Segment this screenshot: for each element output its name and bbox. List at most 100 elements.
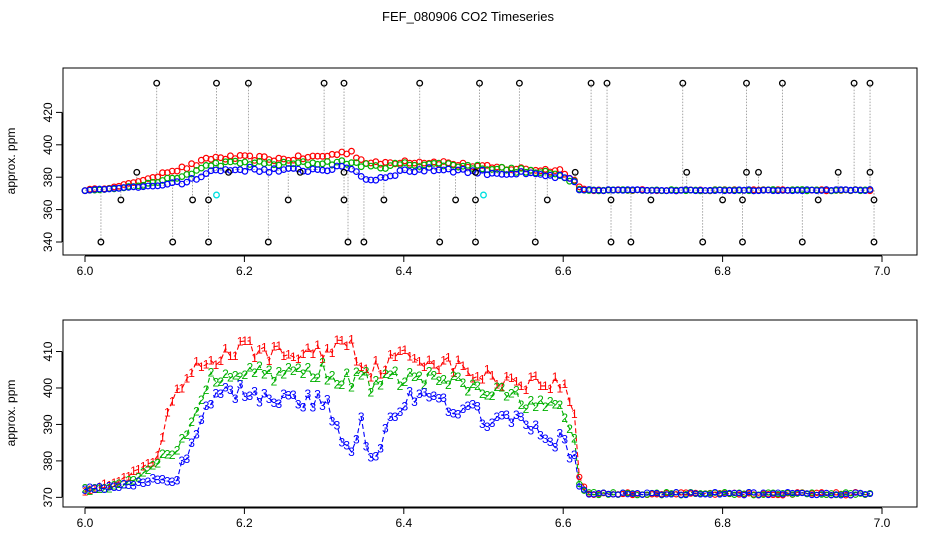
p1-point-series-3	[377, 173, 385, 181]
p1-point-series-3	[638, 186, 646, 194]
p1-point-series-3	[609, 186, 617, 194]
p2-label-series-3: 3	[290, 388, 297, 402]
p2-label-series-2: 2	[484, 389, 491, 403]
p1-point-series-3	[837, 186, 845, 194]
p1-point-raw	[472, 168, 479, 176]
p1-point-series-1	[343, 150, 351, 158]
p1-point-series-3	[634, 186, 641, 194]
p1-y-tick-label: 420	[41, 102, 55, 122]
p2-label-series-1: 1	[232, 349, 239, 363]
p1-point-raw	[647, 196, 655, 204]
p2-label-series-1: 1	[435, 363, 442, 377]
p2-label-series-3: 3	[305, 387, 312, 401]
p1-point-series-1	[125, 179, 133, 187]
p2-label-series-1: 1	[111, 476, 118, 490]
p2-label-series-2: 2	[552, 398, 559, 412]
p2-x-tick-label: 6.6	[555, 516, 572, 530]
p2-label-series-1: 1	[440, 353, 447, 367]
p2-label-series-3: 3	[280, 387, 287, 401]
p2-label-series-1: 1	[125, 469, 132, 483]
p2-label-series-1: 1	[280, 349, 287, 363]
p1-point-series-3	[692, 187, 699, 195]
p2-y-tick-label: 390	[41, 414, 55, 434]
p2-marker-series-3	[760, 489, 767, 496]
p2-label-series-2: 2	[91, 482, 98, 496]
p2-label-series-2: 2	[271, 374, 278, 388]
p1-point-raw	[264, 238, 272, 246]
p2-label-series-3: 3	[552, 441, 559, 455]
p2-label-series-2: 2	[86, 484, 93, 498]
p2-label-series-2: 2	[295, 361, 302, 375]
p2-label-series-3: 3	[469, 397, 476, 411]
p1-point-series-2	[566, 177, 573, 185]
p2-label-series-1: 1	[363, 362, 370, 376]
p1-point-series-3	[852, 186, 859, 194]
p1-point-series-3	[522, 170, 530, 178]
p1-point-series-3	[794, 186, 801, 194]
p1-point-series-3	[745, 186, 753, 194]
p1-point-series-3	[367, 176, 375, 184]
p2-label-series-3: 3	[431, 389, 438, 403]
p1-point-series-2	[212, 159, 220, 167]
p2-label-series-3: 3	[377, 442, 384, 456]
p2-label-series-1: 1	[237, 335, 244, 349]
p2-label-series-3: 3	[479, 417, 486, 431]
p1-point-raw	[205, 238, 212, 246]
p1-point-series-1	[551, 167, 559, 175]
p2-label-series-1: 1	[188, 366, 195, 380]
p2-label-series-2: 2	[164, 448, 171, 462]
p2-label-series-2: 2	[179, 432, 186, 446]
p1-point-series-3	[677, 186, 685, 194]
p2-label-series-3: 3	[363, 440, 370, 454]
p2-label-series-3: 3	[484, 420, 491, 434]
p1-point-series-2	[377, 164, 385, 172]
p1-point-raw	[814, 196, 822, 204]
p1-point-series-3	[420, 167, 428, 175]
p2-label-series-1: 1	[353, 355, 360, 369]
p2-label-series-3: 3	[198, 413, 205, 427]
p2-label-series-3: 3	[242, 390, 249, 404]
p1-point-series-3	[154, 182, 162, 190]
p2-label-series-2: 2	[460, 376, 467, 390]
p1-point-series-3	[711, 187, 719, 195]
p2-marker-series-3	[576, 483, 583, 490]
p2-label-series-3: 3	[382, 422, 389, 436]
p2-x-tick-label: 6.0	[77, 516, 94, 530]
panel-bottom: 1111111111111111111111111111111111111111…	[4, 319, 918, 530]
p1-point-series-3	[488, 169, 496, 177]
p2-label-series-1: 1	[329, 346, 336, 360]
p2-label-series-2: 2	[542, 400, 549, 414]
p2-label-series-2: 2	[130, 473, 137, 487]
p2-label-series-1: 1	[426, 353, 433, 367]
p1-point-series-3	[265, 168, 273, 176]
p1-point-series-1	[294, 152, 302, 160]
p1-point-series-3	[100, 185, 108, 193]
p2-label-series-1: 1	[203, 358, 210, 372]
p2-label-series-1: 1	[101, 477, 108, 491]
p1-point-series-3	[139, 183, 147, 191]
p2-label-series-1: 1	[368, 371, 375, 385]
p1-point-series-3	[406, 168, 414, 175]
p2-label-series-2: 2	[275, 364, 282, 378]
p1-point-series-3	[571, 178, 578, 186]
p1-point-series-2	[357, 163, 365, 171]
p1-point-series-3	[726, 186, 733, 194]
p2-label-series-2: 2	[469, 377, 476, 391]
p2-label-series-2: 2	[455, 370, 462, 384]
p2-label-series-1: 1	[450, 366, 457, 380]
p1-point-flag	[480, 191, 487, 199]
p1-point-series-3	[842, 186, 850, 194]
p1-point-raw	[452, 196, 460, 204]
p2-label-series-3: 3	[353, 432, 360, 446]
p2-label-series-3: 3	[96, 481, 103, 495]
p2-label-series-2: 2	[120, 477, 127, 491]
p2-label-series-2: 2	[566, 422, 573, 436]
p2-label-series-1: 1	[309, 347, 316, 361]
p2-label-series-1: 1	[431, 358, 438, 372]
p2-label-series-3: 3	[140, 476, 147, 490]
p1-point-series-2	[183, 170, 191, 178]
p2-label-series-1: 1	[116, 475, 123, 489]
p1-point-series-1	[256, 152, 263, 160]
p2-label-series-2: 2	[111, 479, 118, 493]
p1-point-series-1	[319, 152, 326, 160]
